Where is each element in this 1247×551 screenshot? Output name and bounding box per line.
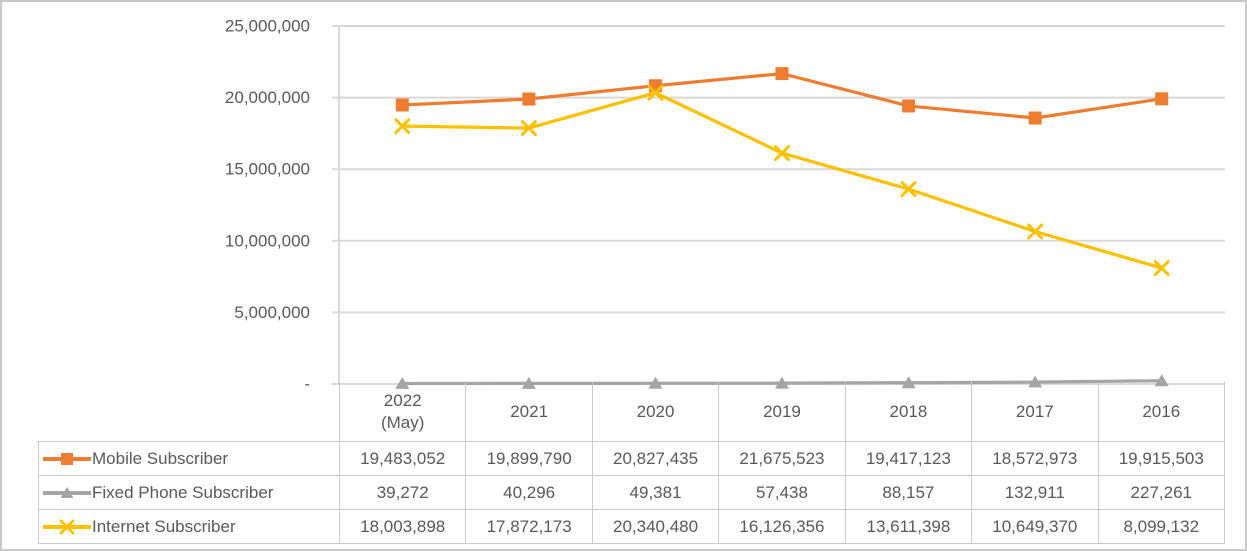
table-row: Mobile Subscriber 19,483,052 19,899,790 20,…: [38, 441, 1226, 476]
series-marker: [1153, 260, 1170, 277]
series-marker: [900, 181, 917, 198]
table-cell: 49,381: [591, 475, 720, 510]
series-marker: [774, 145, 790, 162]
fixed-phone-series-key-icon: [43, 486, 91, 498]
x-axis-label: 2016: [1097, 382, 1226, 442]
table-cell: 19,417,123: [844, 441, 973, 476]
x-axis-label: 2022 (May): [338, 382, 466, 442]
y-axis-tick-label: -: [304, 375, 310, 394]
table-cell: 227,261: [1097, 475, 1226, 510]
series-marker: [59, 519, 75, 534]
legend-cell: Fixed Phone Subscriber: [38, 475, 340, 510]
x-axis-label: 2020: [591, 382, 719, 442]
series-marker: [520, 120, 537, 137]
series-line: [402, 71, 1162, 120]
y-axis-tick-label: 20,000,000: [225, 88, 310, 107]
internet-subscriber-series: [394, 84, 1170, 277]
table-cell: 88,157: [844, 475, 973, 510]
legend-entry: Internet Subscriber: [40, 516, 339, 538]
internet-series-key-icon: [43, 519, 91, 534]
series-marker: [60, 486, 74, 498]
table-cell: 8,099,132: [1097, 509, 1226, 544]
table-cell: 20,827,435: [591, 441, 720, 476]
series-marker: [394, 118, 411, 135]
x-axis-label: 2019: [718, 382, 846, 442]
table-cell: 39,272: [338, 475, 467, 510]
series-marker: [775, 67, 789, 81]
series-marker: [647, 84, 664, 101]
series-marker: [902, 99, 916, 113]
table-row: Fixed Phone Subscriber 39,272 40,296 49,381…: [38, 475, 1226, 510]
y-axis-tick-label: 25,000,000: [225, 17, 310, 36]
x-axis-label: 2017: [971, 382, 1099, 442]
series-name-label: Fixed Phone Subscriber: [92, 482, 274, 502]
series-name-label: Mobile Subscriber: [92, 448, 229, 468]
table-cell: 40,296: [465, 475, 593, 510]
table-cell: 18,572,973: [971, 441, 1099, 476]
series-marker: [522, 92, 536, 106]
legend-cell: Internet Subscriber: [38, 509, 340, 544]
series-marker: [1027, 223, 1044, 240]
table-corner-cell: [39, 382, 340, 442]
series-marker: [395, 98, 409, 112]
data-table: 2022 (May) 2021 2020 2019 2018 2017 2016 Mobile…: [38, 382, 1226, 544]
series-marker: [1155, 92, 1169, 106]
table-cell: 132,911: [971, 475, 1099, 510]
series-marker: [61, 452, 73, 465]
table-cell: 21,675,523: [718, 441, 846, 476]
table-cell: 19,915,503: [1097, 441, 1226, 476]
table-cell: 18,003,898: [338, 509, 467, 544]
table-cell: 10,649,370: [971, 509, 1099, 544]
table-row: Internet Subscriber 18,003,898 17,872,173 2…: [38, 509, 1226, 544]
y-axis-tick-label: 15,000,000: [225, 160, 310, 179]
table-cell: 57,438: [718, 475, 846, 510]
x-axis-label: 2021: [465, 382, 593, 442]
series-name-label: Internet Subscriber: [92, 516, 236, 536]
series-marker: [648, 79, 662, 93]
legend-entry: Fixed Phone Subscriber: [40, 482, 339, 504]
y-axis-tick-label: 5,000,000: [234, 303, 310, 322]
mobile-subscriber-series: [395, 67, 1169, 125]
x-axis-label-row: 2022 (May) 2021 2020 2019 2018 2017 2016: [39, 382, 1226, 442]
legend-entry: Mobile Subscriber: [40, 448, 339, 470]
series-marker: [1028, 111, 1042, 125]
table-cell: 13,611,398: [844, 509, 973, 544]
legend-cell: Mobile Subscriber: [38, 441, 340, 476]
subscriber-trend-chart: 25,000,000 20,000,000 15,000,000 10,000,000…: [225, 17, 1225, 394]
table-cell: 20,340,480: [591, 509, 720, 544]
table-cell: 19,899,790: [465, 441, 593, 476]
table-cell: 19,483,052: [338, 441, 467, 476]
x-axis-label: 2018: [844, 382, 972, 442]
table-cell: 17,872,173: [465, 509, 593, 544]
mobile-series-key-icon: [43, 452, 91, 465]
y-axis-tick-label: 10,000,000: [225, 231, 310, 250]
table-cell: 16,126,356: [718, 509, 846, 544]
